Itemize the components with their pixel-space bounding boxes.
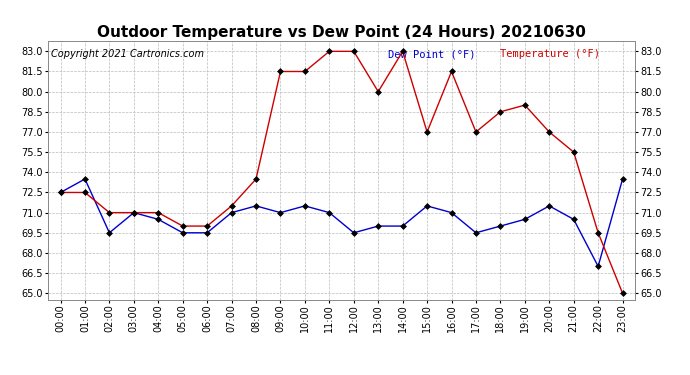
Text: Temperature (°F): Temperature (°F) [500,49,600,59]
Text: Dew Point (°F): Dew Point (°F) [388,49,476,59]
Text: Copyright 2021 Cartronics.com: Copyright 2021 Cartronics.com [51,49,204,59]
Title: Outdoor Temperature vs Dew Point (24 Hours) 20210630: Outdoor Temperature vs Dew Point (24 Hou… [97,25,586,40]
